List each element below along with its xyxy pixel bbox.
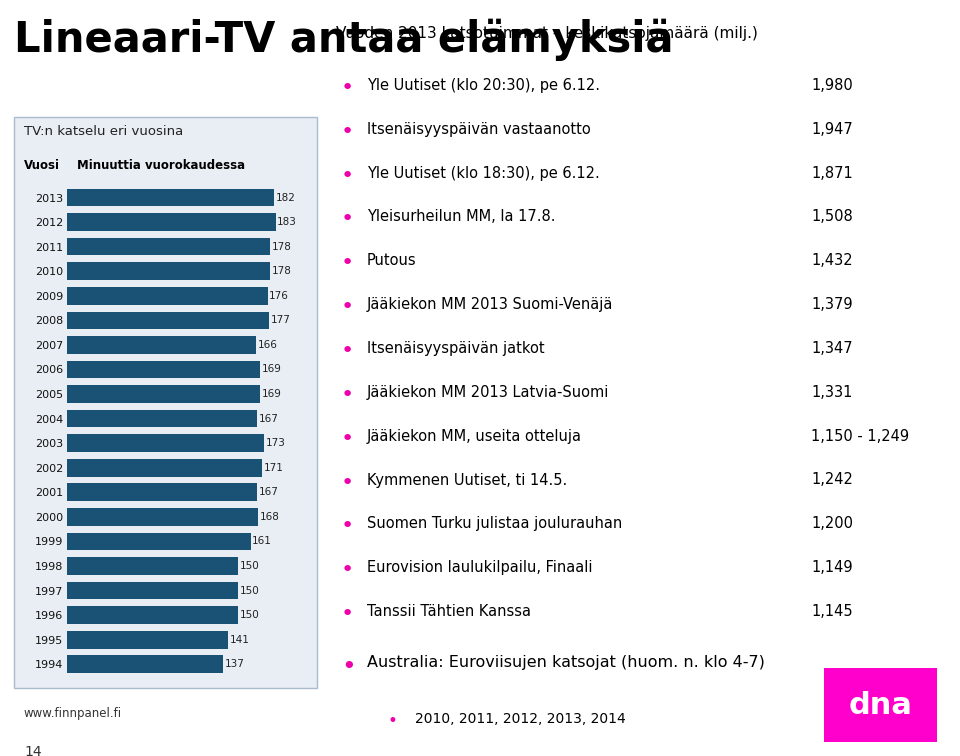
Bar	[67, 336, 256, 354]
Text: Yle Uutiset (klo 18:30), pe 6.12.: Yle Uutiset (klo 18:30), pe 6.12.	[367, 166, 599, 181]
Text: 1,379: 1,379	[811, 297, 852, 312]
Text: 137: 137	[225, 659, 245, 669]
Text: Kymmenen Uutiset, ti 14.5.: Kymmenen Uutiset, ti 14.5.	[367, 472, 567, 488]
Bar	[67, 557, 238, 575]
Text: 178: 178	[272, 242, 292, 252]
FancyBboxPatch shape	[815, 662, 946, 748]
Bar	[67, 459, 262, 476]
Text: 182: 182	[276, 193, 296, 203]
Text: •: •	[341, 655, 355, 680]
Text: •: •	[341, 78, 354, 98]
Text: 2010, 2011, 2012, 2013, 2014: 2010, 2011, 2012, 2013, 2014	[415, 712, 626, 727]
Text: •: •	[341, 209, 354, 229]
Text: •: •	[341, 297, 354, 317]
Bar	[67, 238, 270, 256]
Bar	[67, 508, 258, 525]
Text: Australia: Euroviisujen katsojat (huom. n. klo 4-7): Australia: Euroviisujen katsojat (huom. …	[367, 655, 764, 671]
Text: 1,347: 1,347	[811, 341, 852, 356]
Bar	[67, 386, 259, 403]
Text: dna: dna	[849, 691, 912, 720]
Bar	[67, 213, 276, 231]
Text: •: •	[341, 604, 354, 624]
Text: Tanssii Tähtien Kanssa: Tanssii Tähtien Kanssa	[367, 604, 531, 619]
Text: Itsenäisyyspäivän jatkot: Itsenäisyyspäivän jatkot	[367, 341, 544, 356]
Text: Jääkiekon MM, useita otteluja: Jääkiekon MM, useita otteluja	[367, 429, 582, 444]
Text: 1,432: 1,432	[811, 253, 852, 268]
Text: 1,980: 1,980	[811, 78, 852, 93]
Text: •: •	[341, 341, 354, 361]
Text: 168: 168	[260, 512, 280, 522]
Text: 150: 150	[240, 586, 259, 596]
Bar	[67, 582, 238, 600]
Text: 169: 169	[261, 389, 281, 399]
Text: 161: 161	[252, 537, 272, 547]
Text: TV:n katselu eri vuosina: TV:n katselu eri vuosina	[24, 125, 183, 138]
Text: 1,871: 1,871	[811, 166, 852, 181]
Bar	[67, 631, 228, 649]
Text: Itsenäisyyspäivän vastaanotto: Itsenäisyyspäivän vastaanotto	[367, 122, 590, 137]
Text: 1,145: 1,145	[811, 604, 852, 619]
Text: Putous: Putous	[367, 253, 417, 268]
Bar	[67, 189, 275, 206]
Text: 177: 177	[271, 315, 290, 325]
Text: •: •	[341, 472, 354, 492]
Bar	[67, 287, 268, 305]
Text: •: •	[341, 385, 354, 404]
Text: Yle Uutiset (klo 20:30), pe 6.12.: Yle Uutiset (klo 20:30), pe 6.12.	[367, 78, 600, 93]
Text: 178: 178	[272, 266, 292, 276]
Text: Minuuttia vuorokaudessa: Minuuttia vuorokaudessa	[77, 159, 245, 172]
Text: 1,149: 1,149	[811, 560, 852, 575]
Bar	[67, 311, 269, 329]
Text: Eurovision laulukilpailu, Finaali: Eurovision laulukilpailu, Finaali	[367, 560, 592, 575]
Text: 1,331: 1,331	[811, 385, 852, 400]
Text: Jääkiekon MM 2013 Latvia-Suomi: Jääkiekon MM 2013 Latvia-Suomi	[367, 385, 609, 400]
Text: Lineaari-TV antaa elämyksiä: Lineaari-TV antaa elämyksiä	[14, 19, 674, 61]
Bar	[67, 655, 223, 673]
Text: 173: 173	[266, 438, 286, 448]
Text: www.finnpanel.fi: www.finnpanel.fi	[24, 707, 122, 720]
Text: 171: 171	[264, 463, 283, 472]
Text: Yleisurheilun MM, la 17.8.: Yleisurheilun MM, la 17.8.	[367, 209, 555, 225]
Text: •: •	[341, 516, 354, 536]
Text: •: •	[341, 253, 354, 273]
Text: 183: 183	[277, 217, 298, 227]
Bar	[67, 262, 270, 280]
Text: 1,200: 1,200	[811, 516, 853, 531]
Bar	[67, 410, 257, 427]
Text: 167: 167	[259, 488, 279, 497]
Text: Vuosi: Vuosi	[24, 159, 60, 172]
Text: 1,508: 1,508	[811, 209, 852, 225]
Text: 150: 150	[240, 561, 259, 571]
Text: 141: 141	[229, 635, 250, 645]
Text: Vuoden 2013 katsotuimmat – keskikatsojamäärä (milj.): Vuoden 2013 katsotuimmat – keskikatsojam…	[336, 26, 757, 42]
Text: 150: 150	[240, 610, 259, 620]
Text: 176: 176	[270, 291, 289, 301]
Bar	[67, 533, 251, 550]
Text: 1,947: 1,947	[811, 122, 852, 137]
Text: 166: 166	[258, 340, 277, 350]
Text: 169: 169	[261, 364, 281, 374]
Text: 1,242: 1,242	[811, 472, 853, 488]
Text: •: •	[341, 560, 354, 580]
Text: 1,150 - 1,249: 1,150 - 1,249	[811, 429, 909, 444]
Text: •: •	[388, 712, 397, 730]
Text: •: •	[341, 429, 354, 448]
Text: 14: 14	[24, 745, 41, 756]
Text: Jääkiekon MM 2013 Suomi-Venäjä: Jääkiekon MM 2013 Suomi-Venäjä	[367, 297, 613, 312]
Bar	[67, 606, 238, 624]
Text: Suomen Turku julistaa joulurauhan: Suomen Turku julistaa joulurauhan	[367, 516, 622, 531]
Text: 167: 167	[259, 414, 279, 423]
Text: •: •	[341, 122, 354, 141]
Text: •: •	[341, 166, 354, 185]
Bar	[67, 361, 259, 378]
Bar	[67, 484, 257, 501]
Bar	[67, 435, 264, 452]
